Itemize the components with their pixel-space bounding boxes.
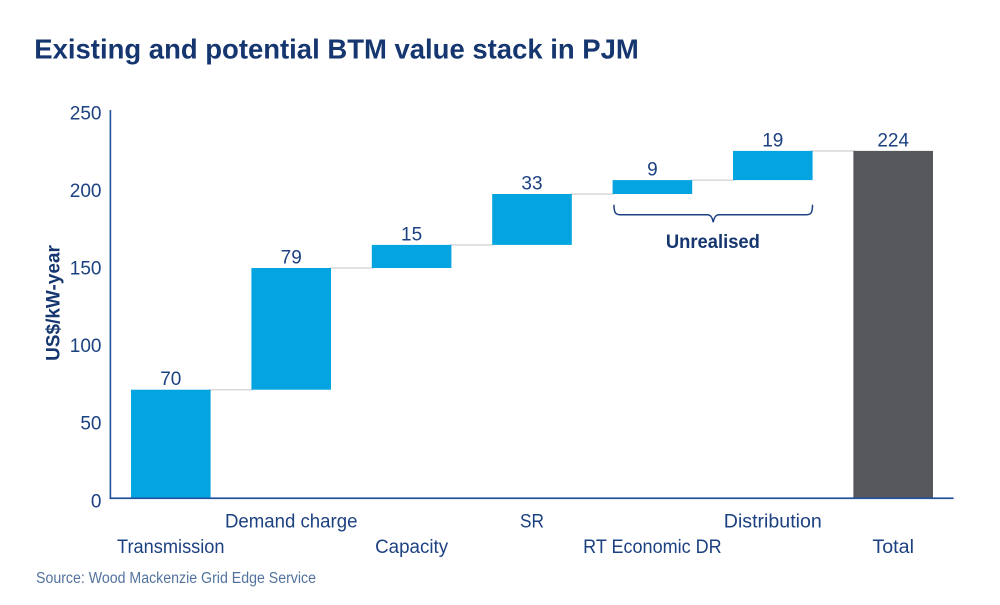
svg-text:33: 33	[521, 174, 542, 195]
svg-text:70: 70	[160, 369, 181, 390]
svg-text:100: 100	[70, 336, 102, 357]
svg-text:Transmission: Transmission	[117, 537, 225, 558]
svg-text:US$/kW-year: US$/kW-year	[43, 245, 64, 361]
svg-text:19: 19	[762, 130, 783, 151]
svg-text:Total: Total	[872, 537, 914, 558]
svg-text:15: 15	[401, 224, 422, 245]
svg-text:Demand charge: Demand charge	[225, 511, 358, 532]
svg-text:200: 200	[70, 181, 102, 202]
svg-text:150: 150	[70, 259, 102, 280]
svg-text:Source: Wood Mackenzie Grid Ed: Source: Wood Mackenzie Grid Edge Service	[36, 570, 316, 587]
svg-text:250: 250	[70, 103, 102, 124]
svg-text:RT Economic DR: RT Economic DR	[583, 537, 722, 558]
svg-text:Capacity: Capacity	[375, 537, 448, 558]
svg-text:SR: SR	[520, 511, 544, 532]
svg-text:224: 224	[877, 130, 909, 151]
svg-text:Distribution: Distribution	[724, 511, 822, 532]
svg-text:0: 0	[91, 491, 102, 512]
svg-text:Unrealised: Unrealised	[666, 231, 760, 253]
svg-text:9: 9	[647, 160, 658, 181]
svg-text:79: 79	[281, 248, 302, 269]
svg-text:Existing and potential BTM val: Existing and potential BTM value stack i…	[34, 34, 639, 65]
svg-text:50: 50	[80, 414, 101, 435]
